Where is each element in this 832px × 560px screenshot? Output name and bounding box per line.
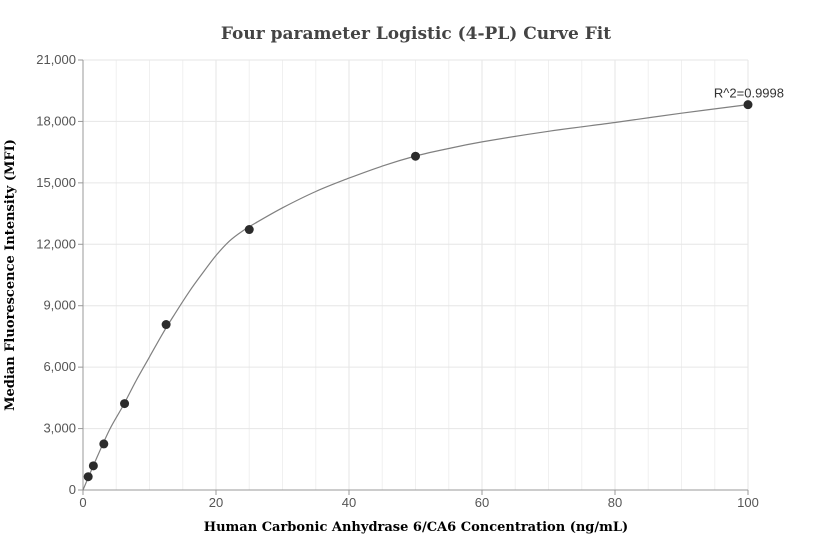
data-point [99,439,109,449]
y-tick-label: 9,000 [43,298,76,313]
y-tick-label: 0 [69,482,76,497]
grid [82,59,749,491]
r-squared-annotation: R^2=0.9998 [714,86,784,101]
fit-curve-layer [82,104,749,491]
x-tick-label: 100 [737,495,759,510]
data-point [244,225,254,235]
y-tick-label: 12,000 [36,236,76,251]
x-tick-label: 60 [475,495,489,510]
y-tick-label: 3,000 [43,421,76,436]
data-point [743,100,753,110]
chart-title: Four parameter Logistic (4-PL) Curve Fit [221,24,611,44]
y-tick-label: 15,000 [36,175,76,190]
axes [78,59,749,495]
x-tick-label: 80 [608,495,622,510]
x-axis-title: Human Carbonic Anhydrase 6/CA6 Concentra… [204,520,628,535]
y-axis-title: Median Fluorescence Intensity (MFI) [3,139,18,411]
y-tick-label: 21,000 [36,52,76,67]
y-tick-label: 6,000 [43,359,76,374]
data-points [83,100,753,482]
x-tick-label: 40 [342,495,356,510]
data-point [120,399,130,409]
data-point [88,461,98,471]
y-tick-label: 18,000 [36,113,76,128]
data-point [411,151,420,161]
x-tick-labels: 0 20 40 60 80 100 [79,495,758,510]
x-tick-label: 20 [209,495,223,510]
x-tick-label: 0 [79,495,86,510]
data-point [83,472,93,482]
fit-curve [82,104,749,491]
data-point [161,320,171,330]
y-tick-labels: 0 3,000 6,000 9,000 12,000 15,000 18,000 21,000 [36,52,76,497]
